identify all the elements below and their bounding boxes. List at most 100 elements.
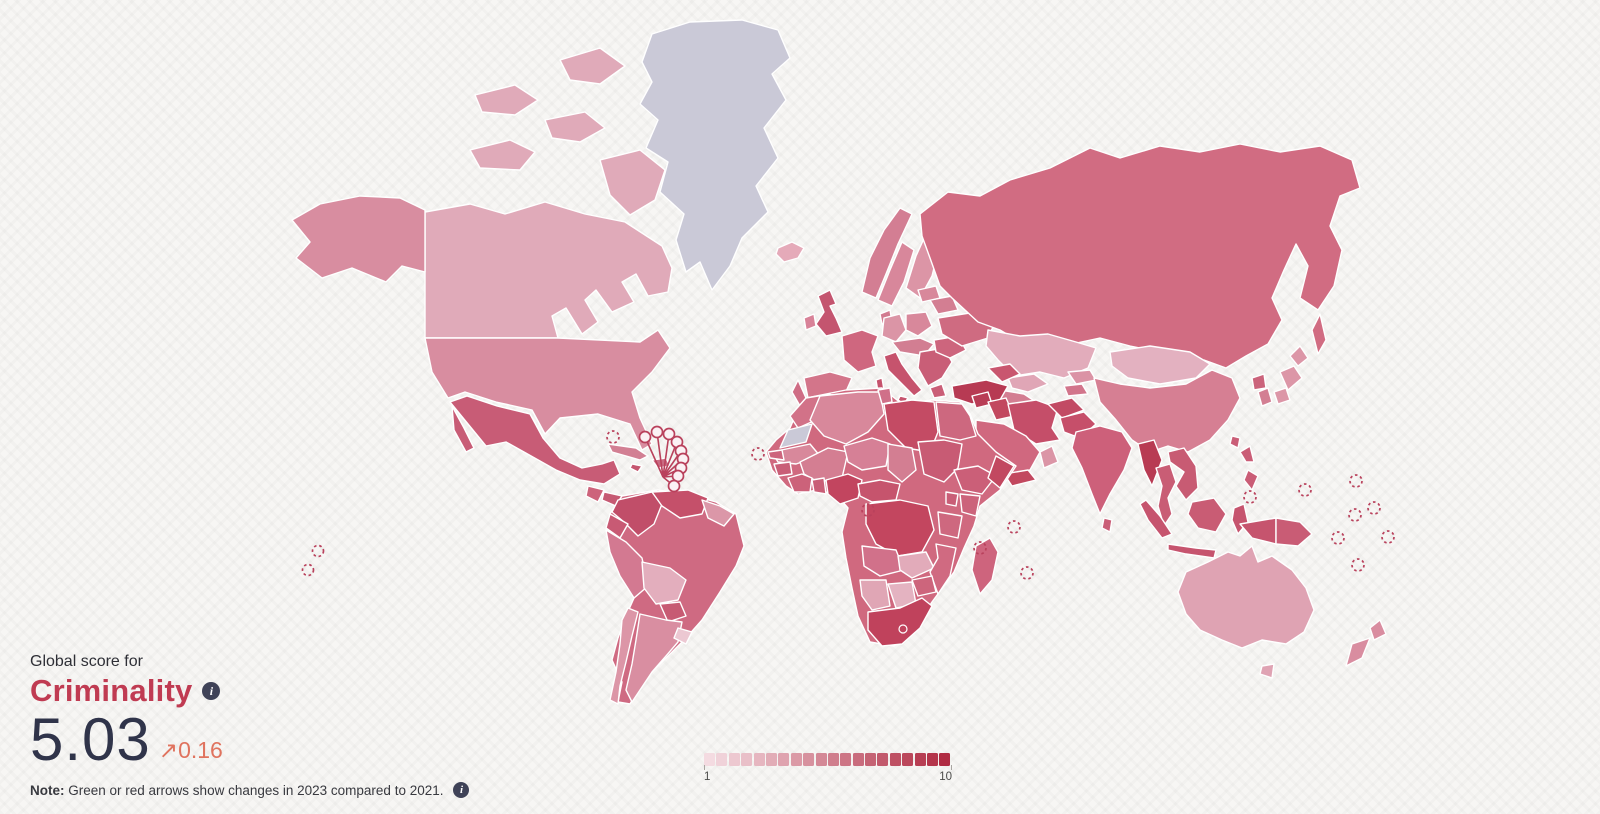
country-uganda[interactable]: [945, 491, 959, 507]
country-uzbekistan[interactable]: [1007, 373, 1049, 393]
country-australia[interactable]: [1177, 545, 1315, 649]
country-namibia[interactable]: [859, 579, 891, 611]
country-egypt[interactable]: [935, 401, 977, 441]
island-marker: [1351, 558, 1365, 572]
country-usa[interactable]: [424, 329, 671, 451]
country-north-korea[interactable]: [1251, 373, 1267, 391]
country-sudan[interactable]: [917, 439, 963, 483]
note-label: Note:: [30, 782, 65, 798]
country-india[interactable]: [1071, 425, 1133, 515]
country-yemen[interactable]: [1003, 469, 1037, 487]
legend-step: [728, 753, 740, 766]
country-mexico[interactable]: [449, 395, 621, 485]
country-kenya[interactable]: [959, 493, 981, 517]
country-zimbabwe[interactable]: [911, 575, 937, 597]
country-venezuela[interactable]: [651, 489, 709, 519]
country-ireland[interactable]: [803, 313, 817, 331]
country-bolivia[interactable]: [641, 561, 687, 605]
country-ethiopia[interactable]: [953, 465, 997, 495]
legend-step: [840, 753, 852, 766]
legend-step: [852, 753, 864, 766]
country-baltics[interactable]: [917, 285, 941, 303]
country-sweden[interactable]: [877, 241, 915, 307]
country-united-kingdom[interactable]: [815, 289, 843, 337]
island-marker: [667, 479, 681, 493]
island-marker: [1298, 483, 1312, 497]
country-nigeria[interactable]: [825, 473, 863, 505]
country-madagascar[interactable]: [971, 537, 999, 595]
country-cameroon[interactable]: [857, 479, 901, 503]
legend-step: [865, 753, 877, 766]
country-guatemala[interactable]: [585, 485, 605, 503]
country-cuba[interactable]: [607, 443, 649, 461]
country-uruguay[interactable]: [673, 627, 693, 645]
country-tasmania[interactable]: [1259, 663, 1275, 679]
country-senegal[interactable]: [767, 449, 785, 461]
country-zambia[interactable]: [897, 551, 935, 579]
legend-step: [914, 753, 926, 766]
country-thailand[interactable]: [1155, 463, 1177, 527]
legend-step: [765, 753, 777, 766]
country-guinea[interactable]: [773, 461, 793, 477]
country-greenland[interactable]: [639, 19, 791, 291]
global-score-panel: Global score for Criminality i 5.03 ↗0.1…: [30, 653, 470, 798]
country-south-korea[interactable]: [1257, 387, 1273, 407]
country-sumatra[interactable]: [1139, 499, 1173, 539]
country-ghana[interactable]: [811, 477, 827, 495]
country-south-africa[interactable]: [867, 597, 933, 647]
country-argentina[interactable]: [625, 613, 683, 703]
legend-max-label: 10: [939, 771, 952, 783]
legend-step: [877, 753, 889, 766]
country-niger[interactable]: [843, 437, 891, 471]
island-marker: [638, 430, 652, 444]
country-peru[interactable]: [605, 529, 649, 599]
country-taiwan[interactable]: [1229, 435, 1241, 449]
country-poland[interactable]: [905, 311, 933, 337]
country-caucasus[interactable]: [987, 363, 1021, 383]
country-somalia[interactable]: [987, 455, 1015, 489]
country-java[interactable]: [1167, 543, 1217, 559]
country-tunisia[interactable]: [877, 387, 893, 405]
country-chad[interactable]: [887, 443, 917, 483]
country-germany[interactable]: [881, 313, 907, 343]
country-belarus[interactable]: [929, 295, 959, 315]
info-icon[interactable]: i: [202, 682, 221, 700]
country-tanzania[interactable]: [937, 511, 963, 539]
caribbean-island-fan[interactable]: [638, 425, 690, 493]
country-oman[interactable]: [1039, 445, 1059, 469]
country-norway[interactable]: [861, 207, 913, 299]
country-france[interactable]: [841, 329, 879, 373]
country-china[interactable]: [1093, 369, 1241, 453]
note-info-icon[interactable]: i: [453, 782, 470, 798]
country-alaska[interactable]: [291, 195, 426, 283]
country-japan[interactable]: [1273, 345, 1309, 405]
country-afghanistan[interactable]: [1047, 397, 1085, 419]
country-iceland[interactable]: [775, 241, 805, 263]
country-western-sahara[interactable]: [779, 423, 813, 449]
country-lesotho[interactable]: [898, 624, 908, 634]
country-chile[interactable]: [609, 607, 639, 705]
country-greece[interactable]: [929, 383, 947, 399]
island-states-layer[interactable]: [301, 430, 1395, 580]
country-angola[interactable]: [861, 545, 905, 577]
country-sri-lanka[interactable]: [1101, 517, 1113, 533]
country-kyrgyzstan[interactable]: [1067, 369, 1097, 385]
island-marker: [1331, 531, 1345, 545]
country-mozambique[interactable]: [929, 543, 957, 595]
island-marker: [1007, 520, 1021, 534]
country-jamaica[interactable]: [629, 463, 643, 473]
legend-step: [803, 753, 815, 766]
country-guyanas[interactable]: [701, 499, 735, 527]
country-paraguay[interactable]: [659, 601, 687, 623]
country-new-zealand[interactable]: [1345, 619, 1387, 667]
country-papua-new-guinea[interactable]: [1275, 517, 1313, 547]
country-canada[interactable]: [424, 47, 673, 339]
country-borneo[interactable]: [1187, 497, 1227, 533]
country-indochina[interactable]: [1167, 447, 1199, 501]
country-tajikistan[interactable]: [1063, 383, 1089, 397]
country-ivory-coast[interactable]: [787, 473, 813, 493]
country-algeria[interactable]: [809, 391, 885, 445]
score-eyebrow: Global score for: [30, 653, 143, 670]
country-philippines[interactable]: [1239, 445, 1259, 491]
